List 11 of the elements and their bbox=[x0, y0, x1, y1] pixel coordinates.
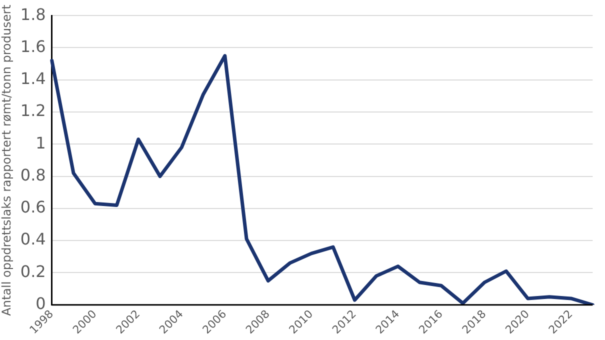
y-tick-label: 1 bbox=[36, 133, 46, 152]
y-tick-label: 1.4 bbox=[20, 69, 46, 88]
y-tick-label: 0 bbox=[36, 294, 46, 314]
y-tick-label: 0.8 bbox=[20, 165, 46, 184]
y-tick-label: 1.8 bbox=[20, 4, 46, 24]
y-tick-label: 1.6 bbox=[20, 36, 46, 56]
y-tick-label: 0.2 bbox=[20, 262, 46, 281]
y-tick-label: 0.4 bbox=[20, 230, 46, 249]
y-tick-label: 0.6 bbox=[20, 198, 46, 217]
y-axis-title: Antall oppdrettslaks rapportert rømt/tonn produsert bbox=[0, 4, 14, 316]
y-tick-label: 1.2 bbox=[20, 101, 46, 120]
